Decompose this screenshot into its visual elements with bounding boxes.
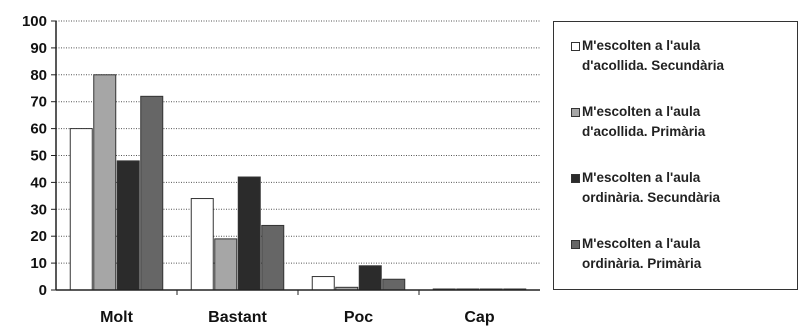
- legend-item: M'escolten a l'aula d'acollida. Primària: [571, 102, 706, 142]
- bar: [140, 95, 164, 291]
- legend-label: M'escolten a l'aula: [582, 38, 701, 53]
- legend-swatch: [571, 174, 580, 183]
- bar-chart: 0 10 20 30 40 50 60 70 80 90 100 Molt Bastant Poc Cap: [22, 13, 540, 326]
- x-axis-categories: Molt Bastant Poc Cap: [100, 309, 495, 326]
- y-tick-label: 100: [22, 13, 47, 30]
- y-tick-label: 80: [30, 67, 47, 84]
- axes: [55, 21, 540, 295]
- bar: [311, 276, 335, 291]
- legend-label: ordinària. Primària: [582, 256, 702, 271]
- bar: [93, 74, 117, 291]
- y-tick-label: 90: [30, 40, 47, 57]
- legend-label: ordinària. Secundària: [582, 190, 721, 205]
- bars: [69, 74, 527, 291]
- bar: [358, 265, 382, 291]
- y-tick-label: 60: [30, 121, 47, 138]
- legend: M'escolten a l'aula d'acollida. Secundàri…: [553, 21, 798, 290]
- bar: [69, 128, 93, 291]
- y-tick-label: 30: [30, 201, 47, 218]
- legend-label: d'acollida. Secundària: [582, 58, 725, 73]
- bar: [190, 198, 214, 291]
- legend-label: d'acollida. Primària: [582, 124, 706, 139]
- y-tick-label: 50: [30, 148, 47, 165]
- legend-label: M'escolten a l'aula: [582, 236, 701, 251]
- legend-swatch: [571, 108, 580, 117]
- bar: [382, 278, 406, 291]
- bar: [214, 238, 238, 291]
- y-tick-label: 10: [30, 255, 47, 272]
- legend-item: M'escolten a l'aula ordinària. Primària: [571, 234, 702, 274]
- legend-item: M'escolten a l'aula d'acollida. Secundàri…: [571, 36, 725, 76]
- x-category-label: Cap: [464, 309, 494, 326]
- y-axis-ticks: 0 10 20 30 40 50 60 70 80 90 100: [22, 13, 56, 299]
- legend-swatch: [571, 42, 580, 51]
- y-tick-label: 40: [30, 174, 47, 191]
- y-tick-label: 0: [39, 282, 47, 299]
- x-category-label: Molt: [100, 309, 134, 326]
- y-tick-label: 20: [30, 228, 47, 245]
- x-category-label: Poc: [344, 309, 373, 326]
- legend-item: M'escolten a l'aula ordinària. Secundària: [571, 168, 721, 208]
- x-category-label: Bastant: [208, 309, 267, 326]
- legend-swatch: [571, 240, 580, 249]
- legend-label: M'escolten a l'aula: [582, 170, 701, 185]
- legend-label: M'escolten a l'aula: [582, 104, 701, 119]
- bar: [261, 224, 285, 291]
- y-tick-label: 70: [30, 94, 47, 111]
- bar: [237, 176, 261, 291]
- bar: [116, 160, 140, 291]
